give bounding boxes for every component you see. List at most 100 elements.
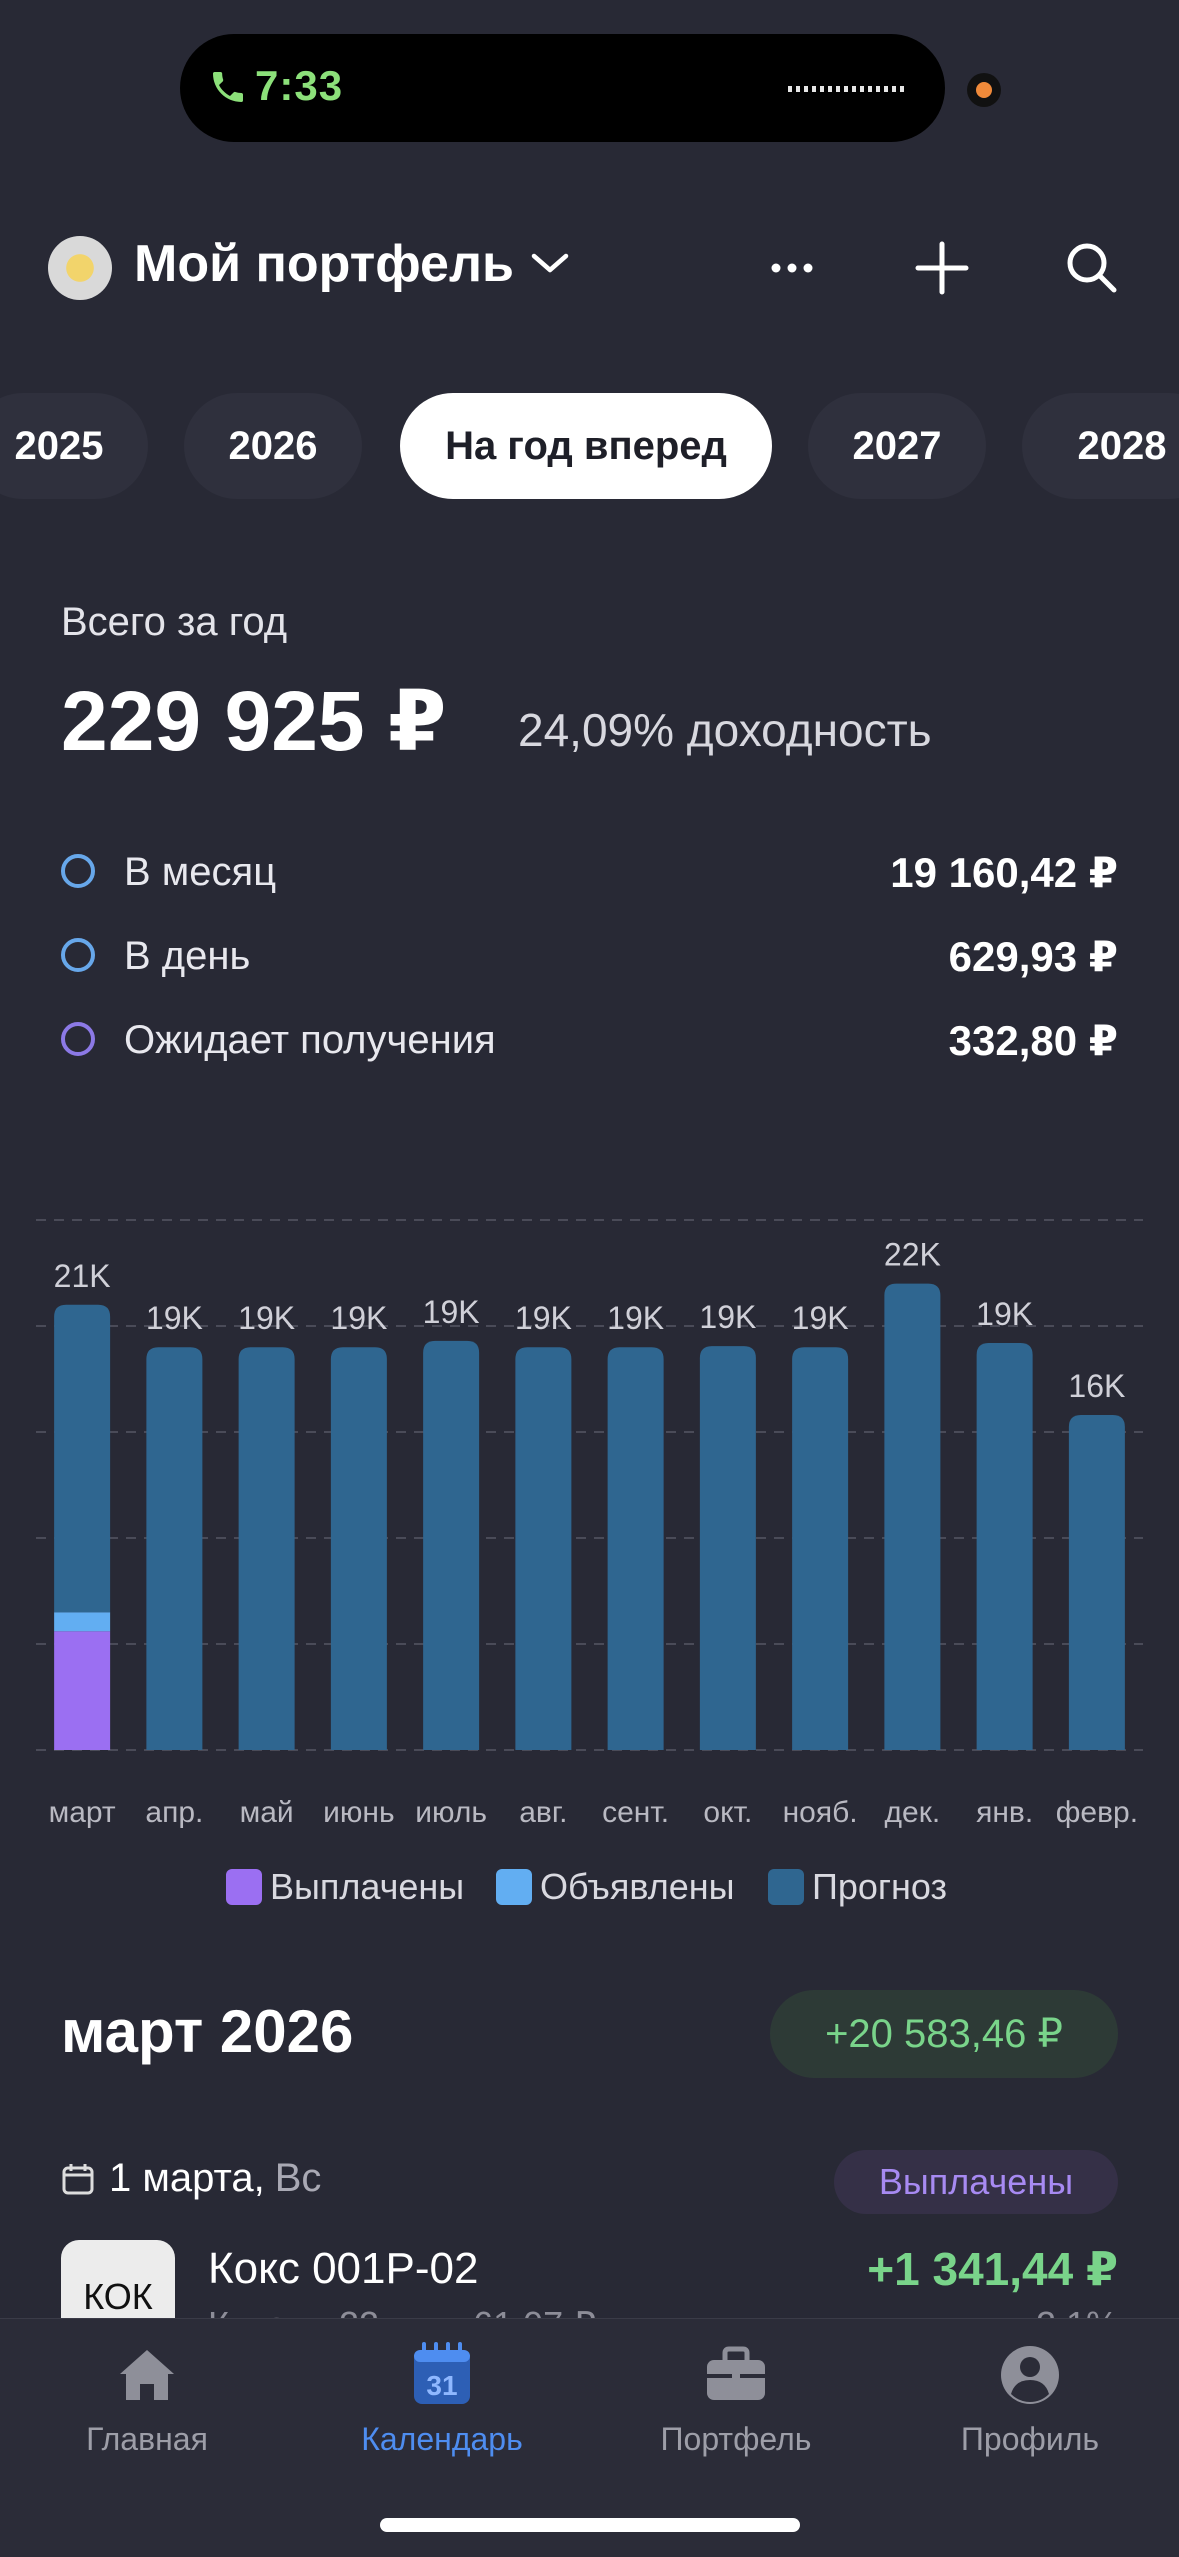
summary-row-day: В день 629,93 ₽	[61, 926, 1118, 986]
row-label: Ожидает получения	[124, 1018, 496, 1062]
more-icon[interactable]	[760, 236, 824, 300]
audio-waveform	[788, 86, 906, 92]
bar-value-label: 19K	[699, 1299, 756, 1335]
legend-swatch	[496, 1869, 532, 1905]
tab-label: Главная	[86, 2421, 208, 2457]
ring-icon	[61, 854, 95, 888]
ring-icon	[61, 1022, 95, 1056]
bar-Прогноз-нояб.	[792, 1347, 849, 1750]
bar-Объявлены-март	[54, 1612, 111, 1632]
search-icon[interactable]	[1060, 236, 1124, 300]
bar-Прогноз-дек.	[884, 1283, 941, 1750]
bar-Прогноз-март	[54, 1304, 111, 1613]
row-label: В месяц	[124, 850, 277, 894]
ring-icon	[61, 938, 95, 972]
x-tick-label: авг.	[519, 1796, 567, 1829]
bar-value-label: 19K	[607, 1300, 664, 1336]
day-heading: 1 марта, Вс	[61, 2156, 321, 2201]
legend-swatch	[768, 1869, 804, 1905]
x-tick-label: май	[240, 1796, 294, 1829]
profile-icon	[1001, 2346, 1059, 2404]
bar-value-label: 19K	[976, 1296, 1033, 1332]
bar-Прогноз-июль	[423, 1340, 480, 1750]
day-date: 1 марта,	[109, 2156, 265, 2200]
bar-value-label: 21K	[54, 1258, 111, 1294]
tab-label: Календарь	[361, 2421, 523, 2457]
x-tick-label: янв.	[976, 1796, 1033, 1829]
tab-bar	[0, 2318, 1179, 2557]
yield-value: 24,09% доходность	[518, 704, 932, 756]
total-label: Всего за год	[61, 600, 288, 644]
tab-label: Профиль	[960, 2421, 1100, 2457]
briefcase-icon	[707, 2346, 765, 2400]
chevron-down-icon[interactable]	[528, 248, 572, 278]
calendar-icon: 31	[414, 2342, 470, 2404]
tab-calendar[interactable]: 31 Календарь	[292, 2340, 592, 2470]
x-tick-label: июнь	[323, 1796, 394, 1829]
bar-value-label: 19K	[146, 1300, 203, 1336]
bar-Прогноз-февр.	[1068, 1415, 1125, 1750]
bar-Прогноз-сент.	[607, 1347, 664, 1750]
calendar-badge-text: 31	[426, 2370, 457, 2401]
bar-Прогноз-авг.	[515, 1347, 572, 1750]
status-badge: Выплачены	[834, 2150, 1118, 2214]
x-tick-label: сент.	[602, 1796, 669, 1829]
legend-forecast: Прогноз	[768, 1862, 947, 1912]
bar-Прогноз-июнь	[330, 1347, 387, 1750]
bar-value-label: 19K	[792, 1300, 849, 1336]
status-time: 7:33	[255, 62, 344, 109]
tab-home[interactable]: Главная	[0, 2340, 297, 2470]
legend-label: Объявлены	[540, 1866, 735, 1907]
bar-Прогноз-окт.	[699, 1346, 756, 1750]
year-chip-2027[interactable]: 2027	[808, 393, 986, 499]
bar-value-label: 16K	[1068, 1368, 1125, 1404]
year-chip-2028[interactable]: 2028	[1022, 393, 1179, 499]
bar-Выплачены-март	[54, 1631, 111, 1750]
x-tick-label: февр.	[1056, 1796, 1138, 1829]
x-tick-label: дек.	[885, 1796, 941, 1829]
bar-Прогноз-май	[238, 1347, 295, 1750]
bar-Прогноз-янв.	[976, 1342, 1033, 1750]
x-tick-label: апр.	[145, 1796, 203, 1829]
monthly-payouts-chart[interactable]: 21K март 19K апр. 19K май 19K июнь 19K июль 19K авг…	[36, 1210, 1143, 1850]
total-value: 229 925 ₽	[61, 674, 447, 768]
tab-profile[interactable]: Профиль	[880, 2340, 1179, 2470]
year-chip-2025[interactable]: 2025	[0, 393, 148, 499]
summary-row-month: В месяц 19 160,42 ₽	[61, 842, 1118, 902]
bar-value-label: 19K	[330, 1300, 387, 1336]
day-weekday: Вс	[274, 2156, 322, 2200]
row-value: 19 160,42 ₽	[890, 849, 1118, 896]
month-total-badge: +20 583,46 ₽	[770, 1990, 1118, 2078]
tab-label: Портфель	[660, 2421, 812, 2457]
bond-name[interactable]: Кокс 001Р-02	[208, 2244, 479, 2293]
year-chip-next-year[interactable]: На год вперед	[400, 393, 772, 499]
add-icon[interactable]	[910, 236, 974, 300]
calendar-small-icon	[62, 2163, 94, 2194]
row-value: 332,80 ₽	[948, 1017, 1118, 1064]
bar-Прогноз-апр.	[146, 1347, 203, 1750]
page-title[interactable]: Мой портфель	[134, 235, 514, 293]
row-label: В день	[124, 934, 251, 978]
x-tick-label: окт.	[703, 1796, 752, 1829]
legend-swatch	[226, 1869, 262, 1905]
x-tick-label: нояб.	[783, 1796, 858, 1829]
legend-label: Выплачены	[270, 1866, 465, 1907]
portfolio-logo[interactable]	[48, 236, 112, 300]
camera-indicator	[967, 73, 1001, 107]
x-tick-label: июль	[415, 1796, 487, 1829]
tab-portfolio[interactable]: Портфель	[586, 2340, 886, 2470]
home-icon	[120, 2350, 174, 2400]
row-value: 629,93 ₽	[948, 933, 1118, 980]
legend-paid: Выплачены	[226, 1862, 464, 1912]
summary-row-pending: Ожидает получения 332,80 ₽	[61, 1010, 1118, 1070]
dynamic-island: 7:33	[180, 34, 945, 142]
month-heading: март 2026	[61, 1998, 354, 2065]
phone-icon	[213, 72, 243, 102]
x-tick-label: март	[49, 1796, 116, 1829]
year-chip-2026[interactable]: 2026	[184, 393, 362, 499]
bar-value-label: 19K	[238, 1300, 295, 1336]
legend-announced: Объявлены	[496, 1862, 735, 1912]
bar-value-label: 19K	[515, 1300, 572, 1336]
bar-value-label: 22K	[884, 1237, 941, 1273]
home-indicator	[380, 2518, 800, 2532]
